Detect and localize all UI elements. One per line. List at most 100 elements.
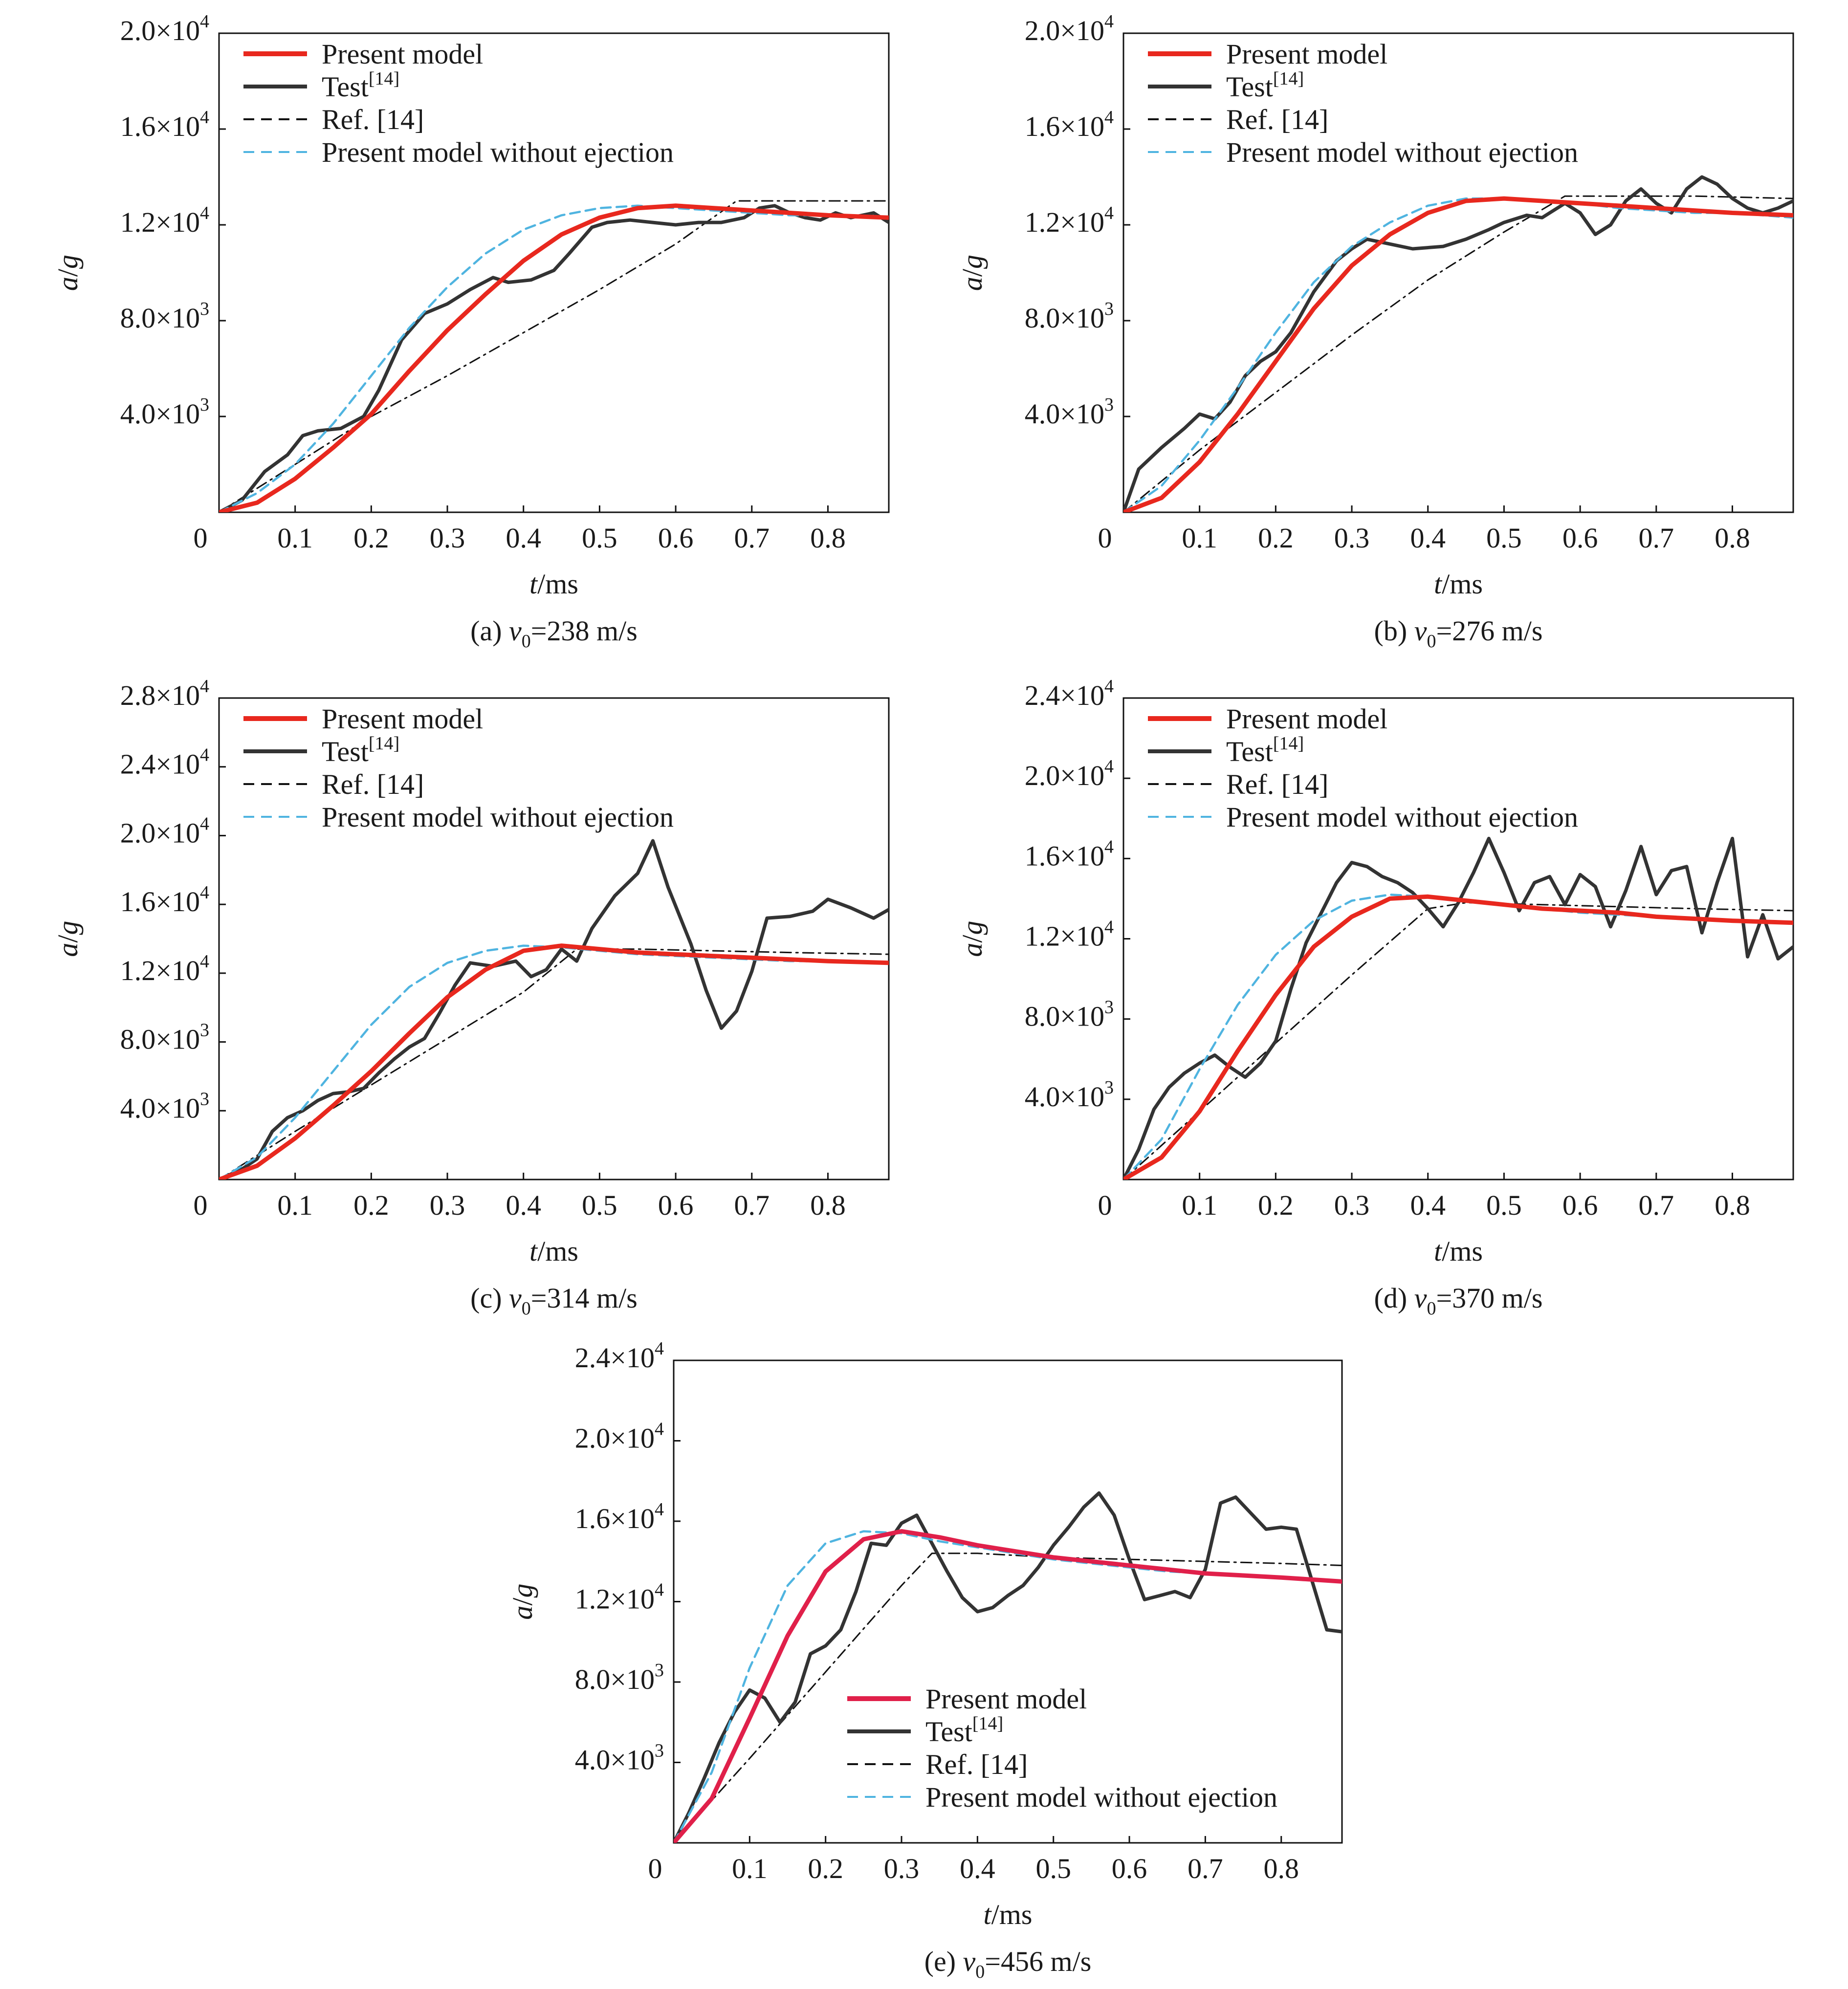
- series-group: [219, 200, 889, 512]
- x-tick-label: 0.7: [1639, 522, 1674, 554]
- chart-panel-a: 0.1 0.2 0.3 0.4 0.5 0.6 0.7 0.8 0 4.0×103 8.0×103 1…: [52, 11, 890, 652]
- series-group: [674, 1491, 1342, 1843]
- y-tick-label: 2.0×104: [575, 1419, 664, 1454]
- series-group: [1123, 836, 1793, 1180]
- series-line-ref-14: [674, 1552, 1342, 1843]
- x-tick-label: 0.6: [1562, 1189, 1598, 1221]
- x-axis-label: t/ms: [529, 568, 578, 600]
- x-axis-label: t/ms: [1434, 1235, 1483, 1267]
- x-tick-label: 0.2: [1258, 1189, 1294, 1221]
- x-tick-label: 0.6: [658, 1189, 694, 1221]
- y-tick-label: 1.6×104: [1025, 107, 1114, 142]
- series-group: [219, 839, 889, 1180]
- x-tick-label: 0.6: [1112, 1853, 1147, 1884]
- legend-label: Ref. [14]: [1226, 768, 1328, 800]
- x-tick-label: 0.6: [1562, 522, 1598, 554]
- origin-label: 0: [194, 522, 208, 554]
- x-tick-label: 0.7: [1188, 1853, 1223, 1884]
- x-tick-label: 0.5: [582, 522, 617, 554]
- series-line-present-model: [674, 1529, 1342, 1843]
- series-line-present-model-without-ejection: [219, 204, 889, 512]
- x-tick-label: 0.3: [1334, 1189, 1370, 1221]
- x-tick-label: 0.1: [732, 1853, 768, 1884]
- y-tick-label: 4.0×103: [1025, 1077, 1114, 1113]
- series-line-ref-14: [219, 200, 889, 512]
- y-tick-label: 2.0×104: [120, 813, 209, 849]
- y-tick-label: 1.2×104: [1025, 203, 1114, 238]
- series-line-test: [1123, 836, 1793, 1180]
- x-tick-label: 0.3: [884, 1853, 920, 1884]
- y-tick-label: 8.0×103: [120, 1020, 209, 1055]
- x-tick-label: 0.4: [960, 1853, 995, 1884]
- series-line-test: [674, 1491, 1342, 1843]
- panel-caption: (c) v0=314 m/s: [470, 1282, 638, 1319]
- x-tick-label: 0.6: [658, 522, 694, 554]
- x-tick-label: 0.2: [353, 522, 389, 554]
- legend-label: Present model without ejection: [1226, 801, 1578, 833]
- x-tick-label: 0.2: [808, 1853, 843, 1884]
- legend-label: Test[14]: [925, 1713, 1003, 1748]
- y-tick-label: 1.2×104: [120, 203, 209, 238]
- y-tick-label: 4.0×103: [120, 394, 209, 430]
- legend-label: Present model: [1226, 38, 1387, 70]
- y-tick-label: 4.0×103: [1025, 394, 1114, 430]
- y-tick-label: 2.0×104: [1025, 11, 1114, 46]
- x-axis-label: t/ms: [984, 1899, 1033, 1930]
- x-tick-label: 0.2: [353, 1189, 389, 1221]
- y-tick-label: 1.6×104: [120, 107, 209, 142]
- origin-label: 0: [1098, 1189, 1112, 1221]
- legend-label: Ref. [14]: [1226, 104, 1328, 135]
- x-tick-label: 0.4: [506, 1189, 541, 1221]
- y-tick-label: 2.8×104: [120, 676, 209, 711]
- x-tick-label: 0.4: [1410, 522, 1446, 554]
- x-tick-label: 0.7: [1639, 1189, 1674, 1221]
- x-tick-label: 0.3: [1334, 522, 1370, 554]
- y-tick-label: 2.0×104: [1025, 756, 1114, 791]
- y-tick-label: 8.0×103: [575, 1660, 664, 1695]
- origin-label: 0: [648, 1853, 662, 1884]
- series-line-test: [219, 204, 889, 512]
- series-line-present-model: [219, 943, 889, 1180]
- panel-caption: (b) v0=276 m/s: [1374, 615, 1543, 652]
- x-tick-label: 0.7: [734, 522, 770, 554]
- y-axis-label: a/g: [52, 255, 84, 291]
- x-tick-label: 0.8: [1263, 1853, 1299, 1884]
- x-axis-label: t/ms: [529, 1235, 578, 1267]
- x-tick-label: 0.1: [1182, 522, 1217, 554]
- x-tick-label: 0.1: [277, 1189, 313, 1221]
- y-tick-label: 1.2×104: [120, 951, 209, 986]
- legend-label: Test[14]: [1226, 733, 1304, 767]
- panel-caption: (a) v0=238 m/s: [470, 615, 638, 652]
- x-tick-label: 0.5: [1486, 522, 1522, 554]
- series-line-present-model-without-ejection: [1123, 197, 1793, 512]
- series-line-present-model-without-ejection: [1123, 893, 1793, 1180]
- panel-caption: (e) v0=456 m/s: [924, 1945, 1092, 1982]
- y-tick-label: 2.0×104: [120, 11, 209, 46]
- x-tick-label: 0.2: [1258, 522, 1294, 554]
- y-tick-label: 1.6×104: [120, 882, 209, 918]
- plot-frame: [1122, 32, 1794, 513]
- y-axis-label: a/g: [52, 920, 84, 957]
- series-line-present-model-without-ejection: [219, 944, 889, 1180]
- series-line-present-model: [1123, 894, 1793, 1180]
- legend-label: Present model: [925, 1683, 1087, 1715]
- legend-label: Test[14]: [322, 68, 399, 103]
- x-tick-label: 0.4: [1410, 1189, 1446, 1221]
- x-tick-label: 0.8: [810, 522, 846, 554]
- chart-panel-c: 0.1 0.2 0.3 0.4 0.5 0.6 0.7 0.8 0 4.0×103 8.0×103 1…: [52, 676, 890, 1319]
- x-tick-label: 0.4: [506, 522, 541, 554]
- legend-label: Test[14]: [1226, 68, 1304, 103]
- plot-frame: [1122, 697, 1794, 1180]
- legend-label: Test[14]: [322, 733, 399, 767]
- x-tick-label: 0.5: [582, 1189, 617, 1221]
- y-axis-label: a/g: [506, 1583, 538, 1619]
- origin-label: 0: [194, 1189, 208, 1221]
- series-line-present-model: [1123, 196, 1793, 512]
- x-tick-label: 0.3: [430, 1189, 465, 1221]
- legend-label: Ref. [14]: [925, 1749, 1028, 1780]
